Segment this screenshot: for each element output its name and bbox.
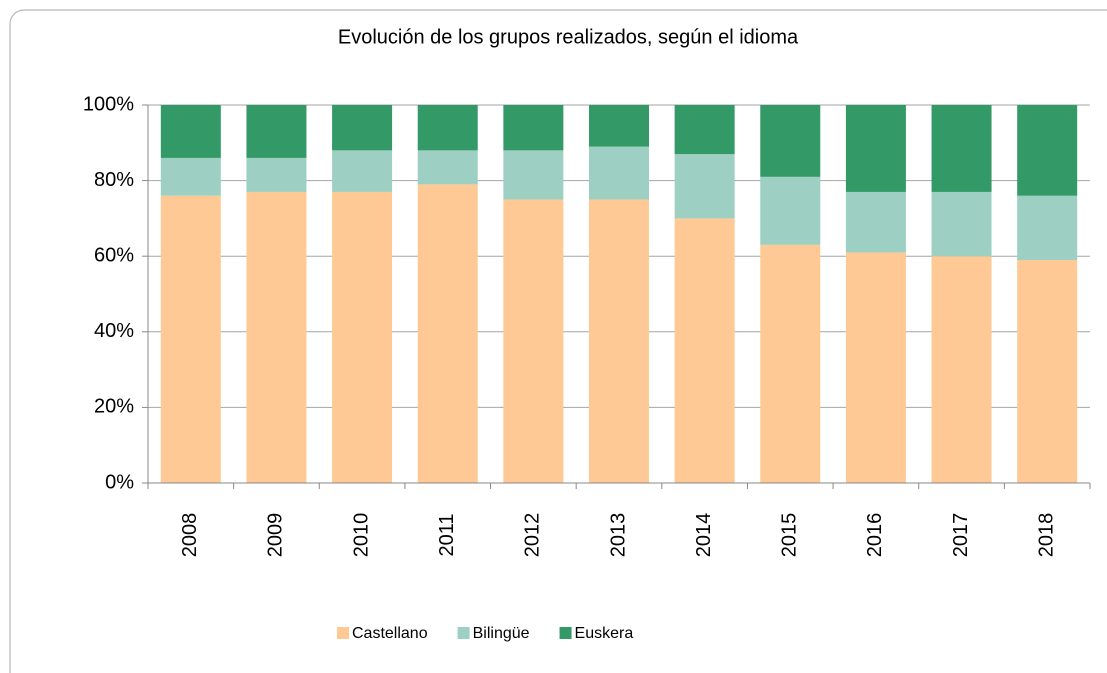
x-tick-label: 2008 [179, 513, 201, 558]
bar-segment [845, 191, 906, 253]
x-tick-label: 2017 [950, 513, 972, 558]
bar-segment [589, 105, 649, 147]
bar-segment [589, 199, 649, 483]
bar-segment [760, 176, 821, 245]
legend-swatch [457, 627, 470, 639]
legend-label: Castellano [352, 625, 428, 642]
bar-segment [503, 150, 564, 200]
bar-segment [503, 199, 564, 483]
bar-segment [246, 157, 307, 192]
bar-segment [674, 154, 735, 219]
y-tick-label: 100% [83, 93, 134, 115]
legend-swatch [559, 627, 572, 639]
x-tick-label: 2018 [1035, 513, 1057, 558]
bar-segment [160, 157, 221, 196]
bar-segment [931, 105, 992, 192]
bar-segment [417, 184, 478, 483]
bar-segment [931, 191, 992, 257]
bar-segment [931, 256, 992, 483]
legend-label: Euskera [575, 625, 634, 642]
y-tick-label: 0% [105, 471, 134, 493]
bar-segment [1017, 195, 1078, 260]
x-tick-label: 2016 [864, 513, 886, 558]
bar-segment [1017, 259, 1078, 483]
bar-segment [845, 252, 906, 483]
x-tick-label: 2009 [265, 513, 287, 558]
bar-segment [332, 191, 393, 483]
bar-segment [1017, 105, 1078, 196]
bar-segment [160, 105, 221, 158]
bar-segment [589, 146, 649, 200]
y-tick-label: 60% [94, 244, 134, 266]
bar-segment [160, 195, 221, 483]
bar-segment [246, 105, 307, 158]
x-tick-label: 2010 [350, 513, 372, 558]
bar-segment [417, 105, 478, 151]
bar-segment [674, 218, 735, 483]
bar-segment [674, 105, 735, 155]
chart-title: Evolución de los grupos realizados, segú… [338, 26, 799, 48]
legend-swatch [337, 627, 349, 639]
bar-segment [845, 105, 906, 192]
x-tick-label: 2012 [522, 513, 544, 558]
y-tick-label: 40% [94, 320, 134, 342]
bar-segment [332, 150, 393, 192]
x-tick-label: 2011 [436, 513, 458, 556]
bar-segment [503, 105, 564, 151]
x-tick-label: 2015 [779, 513, 801, 558]
bar-segment [417, 150, 478, 185]
bar-segment [246, 191, 307, 483]
y-tick-label: 20% [94, 396, 134, 418]
legend-label: Bilingüe [473, 625, 530, 642]
bar-segment [760, 244, 821, 483]
x-tick-label: 2013 [607, 513, 629, 558]
bar-segment [332, 105, 393, 151]
y-tick-label: 80% [94, 169, 134, 191]
x-tick-label: 2014 [693, 513, 715, 558]
bar-segment [760, 105, 821, 177]
